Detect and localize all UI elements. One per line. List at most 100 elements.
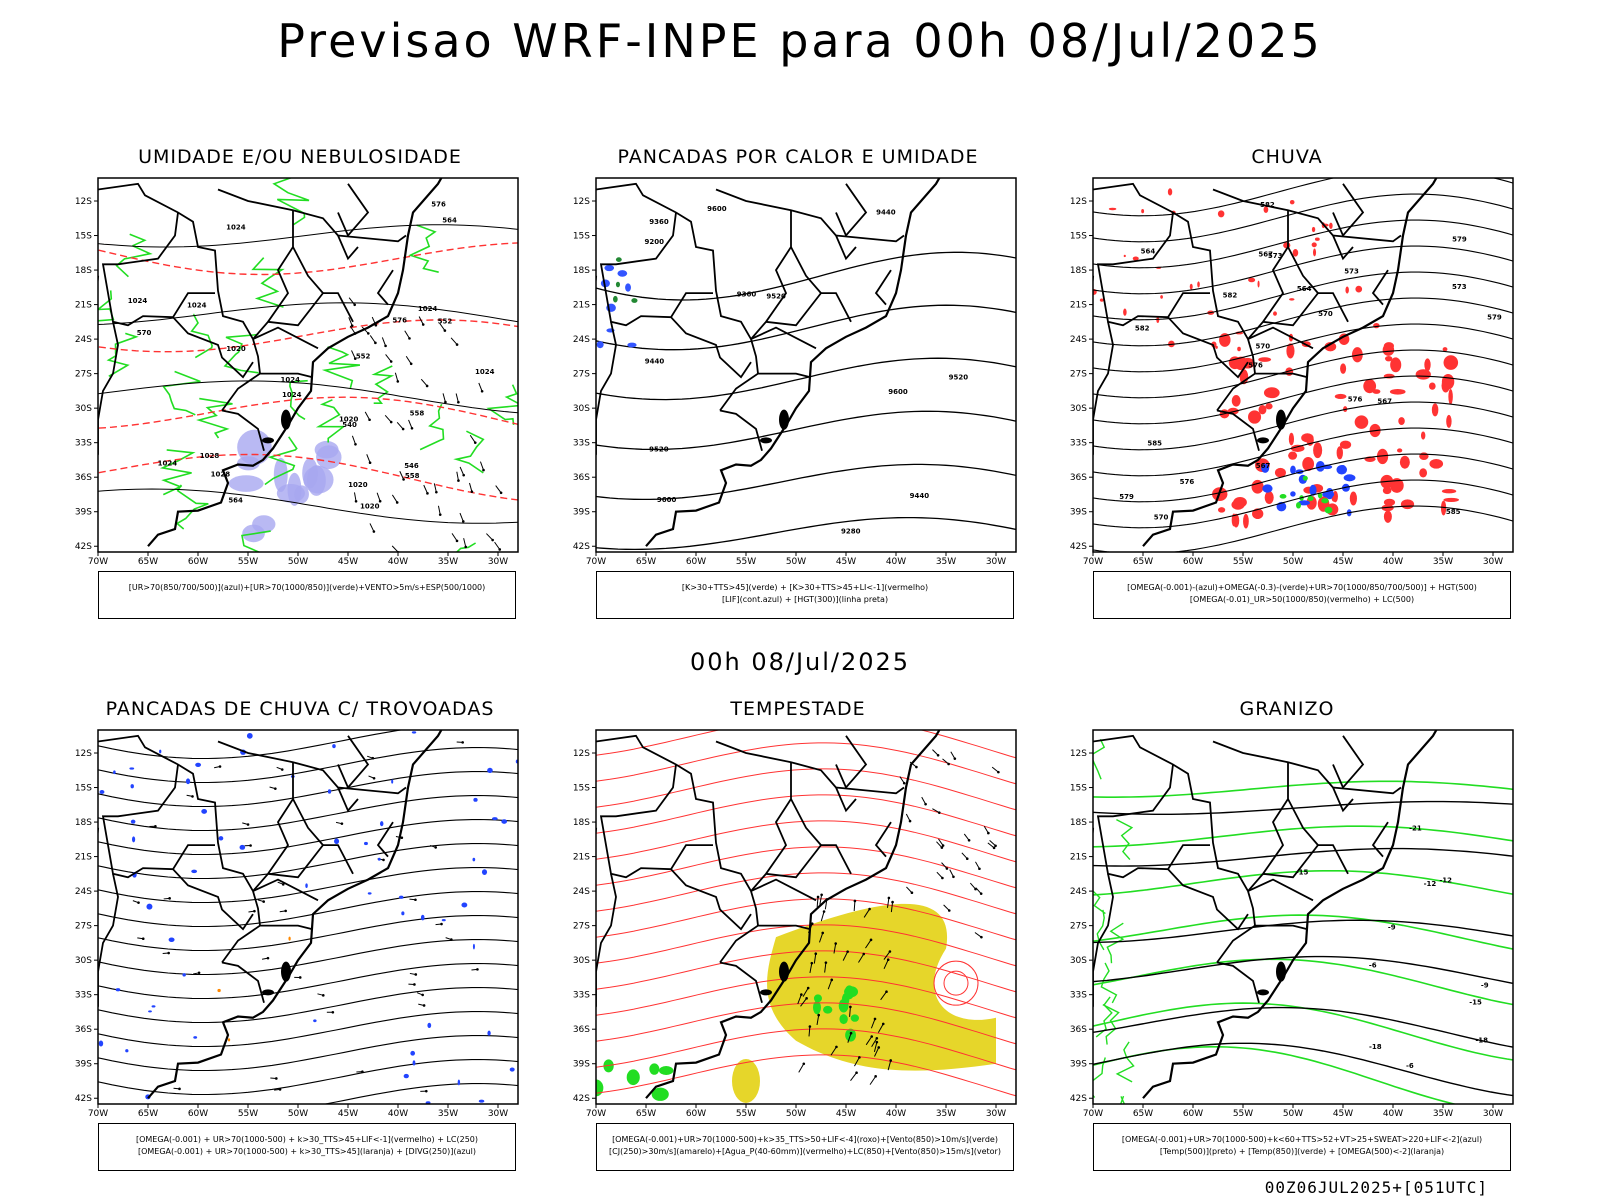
lon-label: 40W [388, 1109, 408, 1119]
wind-vector [833, 943, 837, 954]
hgt500-contour [1093, 219, 1513, 269]
contour-label: 9520 [649, 445, 669, 453]
divergence-blue [457, 1079, 461, 1086]
wind-arrow [366, 454, 371, 463]
wind-vector [890, 902, 894, 913]
border-line [1371, 269, 1389, 306]
rain-red [1373, 322, 1380, 329]
rain-red [1336, 446, 1343, 460]
wind-vector-head [887, 896, 891, 900]
temp500-contour [1093, 919, 1513, 944]
wind-vector-head [810, 961, 814, 965]
rain-red [1252, 508, 1264, 520]
lagoon [1276, 961, 1286, 982]
rain-green [1321, 498, 1329, 504]
wind-vector [800, 998, 807, 1007]
lat-label: 24S [75, 335, 92, 345]
rain-green [1279, 494, 1287, 499]
wind-arrow [364, 411, 370, 420]
map-chuva: 5855825795765735705675645855825795765735… [1070, 177, 1514, 567]
divergence-blue [377, 857, 381, 861]
rain-red [1288, 451, 1298, 460]
lon-label: 30W [1483, 557, 1503, 567]
divergence-blue [191, 869, 198, 874]
streamline-arrow-head [253, 909, 256, 913]
lagoon [779, 961, 789, 982]
border-line [292, 246, 324, 294]
wind-vector-head [941, 844, 945, 847]
divergence-blue [509, 1067, 515, 1072]
divergence-blue [427, 1022, 432, 1029]
border-line [1247, 878, 1314, 902]
contour-label: 9600 [657, 496, 677, 504]
wind-arrow-head [443, 329, 447, 332]
humidity-green-contour [408, 224, 439, 273]
lon-label: 45W [338, 1109, 358, 1119]
map-content: -6 -9 -12 -15 -18 -21 -12 -15 -18 -6 -9 [1093, 730, 1513, 1104]
streamline [98, 866, 518, 904]
wind-arrow-head [374, 341, 377, 345]
rain-red [1390, 357, 1402, 373]
contour-label: 1024 [128, 297, 148, 305]
rain-red [1400, 499, 1415, 510]
border-line [1247, 762, 1289, 892]
wind-arrow [351, 435, 356, 445]
wind-arrow-head [499, 491, 503, 495]
lon-label: 50W [1283, 557, 1303, 567]
lon-label: 50W [288, 1109, 308, 1119]
humidity-blue [303, 465, 334, 494]
streamline-arrow-head [266, 956, 270, 960]
wind-arrow-head [480, 389, 484, 393]
streamline-arrow-head [197, 971, 201, 975]
wind-vector [883, 959, 889, 970]
thunder-orange [227, 1038, 231, 1042]
border-line [221, 409, 265, 451]
lat-label: 39S [1070, 508, 1087, 518]
contour-label: -21 [1409, 824, 1422, 832]
humidity-green-contour [419, 403, 445, 451]
lon-label: 45W [1333, 1109, 1353, 1119]
wind-vector-head [810, 922, 814, 926]
wind-arrow-head [470, 490, 474, 493]
wind-vector-head [846, 950, 849, 953]
lat-label: 12S [573, 197, 590, 207]
wind-vector-head [869, 938, 873, 942]
wind-vector [886, 897, 890, 908]
temp850-contour [1116, 818, 1134, 861]
border-line [599, 764, 713, 879]
rain-red [1383, 510, 1392, 523]
humidity-green-contour [453, 430, 485, 474]
wind-green [813, 994, 822, 1003]
contour-label: 567 [1258, 251, 1273, 259]
humidity-blue [228, 475, 264, 492]
streamline-arrow-head [284, 909, 287, 913]
wind-arrow-head [426, 492, 429, 495]
rain-red [1349, 491, 1357, 506]
lat-label: 12S [75, 197, 92, 207]
divergence-blue [113, 770, 116, 775]
border-line [1332, 735, 1365, 790]
rain-red [1237, 346, 1241, 352]
wind-arrow-head [457, 400, 460, 404]
lat-label: 39S [75, 508, 92, 518]
hgt500-contour [1093, 427, 1513, 477]
border-line [252, 210, 294, 340]
rain-red [1424, 358, 1431, 372]
border-line [1096, 764, 1210, 879]
wind-arrow-head [435, 490, 438, 494]
wind-vector [871, 1037, 878, 1048]
wind-vector-head [802, 1062, 806, 1066]
border-line [252, 326, 319, 350]
wind-vector [905, 813, 911, 822]
panel-title-tempestade: TEMPESTADE [730, 698, 866, 720]
wind-vector-head [940, 846, 944, 849]
rain-blue [1262, 484, 1273, 493]
lat-label: 24S [75, 887, 92, 897]
border-line [719, 961, 763, 1003]
lat-label: 42S [1070, 542, 1087, 552]
contour-label: 1020 [339, 415, 359, 423]
lon-label: 65W [636, 1109, 656, 1119]
contour-label: -6 [1406, 1062, 1414, 1070]
wind-arrow-head [482, 468, 485, 472]
wind-vector-head [979, 892, 983, 895]
